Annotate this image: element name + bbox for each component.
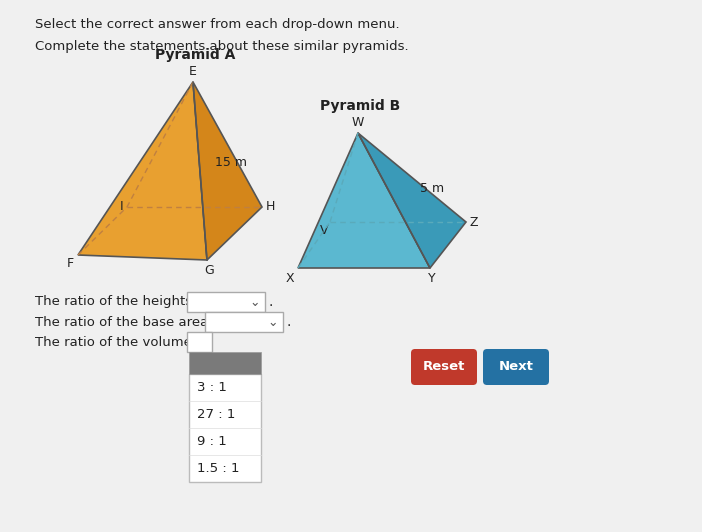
Text: The ratio of the heights is: The ratio of the heights is — [35, 295, 207, 309]
FancyBboxPatch shape — [189, 374, 261, 482]
Polygon shape — [358, 133, 466, 268]
Text: 15 m: 15 m — [215, 155, 247, 169]
Text: Complete the statements about these similar pyramids.: Complete the statements about these simi… — [35, 40, 409, 53]
Text: Y: Y — [428, 272, 436, 285]
Text: The ratio of the volumes is: The ratio of the volumes is — [35, 336, 213, 348]
Text: Pyramid A: Pyramid A — [155, 48, 235, 62]
Text: Reset: Reset — [423, 361, 465, 373]
FancyBboxPatch shape — [205, 312, 283, 332]
Text: X: X — [286, 272, 294, 285]
FancyBboxPatch shape — [187, 292, 265, 312]
Text: The ratio of the base areas is: The ratio of the base areas is — [35, 315, 230, 328]
Text: 27 : 1: 27 : 1 — [197, 408, 235, 421]
Polygon shape — [298, 133, 430, 268]
Text: Z: Z — [470, 215, 479, 229]
FancyBboxPatch shape — [483, 349, 549, 385]
Text: 1.5 : 1: 1.5 : 1 — [197, 462, 239, 475]
Polygon shape — [78, 82, 207, 260]
Text: I: I — [119, 201, 123, 213]
Text: Select the correct answer from each drop-down menu.: Select the correct answer from each drop… — [35, 18, 399, 31]
Text: E: E — [189, 65, 197, 78]
Text: W: W — [352, 116, 364, 129]
Text: 5 m: 5 m — [420, 181, 444, 195]
FancyBboxPatch shape — [189, 352, 261, 374]
Text: H: H — [266, 201, 275, 213]
Text: 9 : 1: 9 : 1 — [197, 435, 227, 448]
Text: ⌄: ⌄ — [267, 315, 278, 328]
Text: Pyramid B: Pyramid B — [320, 99, 400, 113]
Text: .: . — [286, 315, 291, 329]
Text: ⌄: ⌄ — [250, 295, 260, 309]
Polygon shape — [193, 82, 262, 260]
Text: .: . — [268, 295, 272, 309]
Text: Next: Next — [498, 361, 534, 373]
Text: V: V — [319, 224, 328, 237]
Text: G: G — [204, 264, 214, 277]
FancyBboxPatch shape — [187, 332, 212, 352]
Text: F: F — [67, 257, 74, 270]
Text: 3 : 1: 3 : 1 — [197, 381, 227, 394]
FancyBboxPatch shape — [411, 349, 477, 385]
